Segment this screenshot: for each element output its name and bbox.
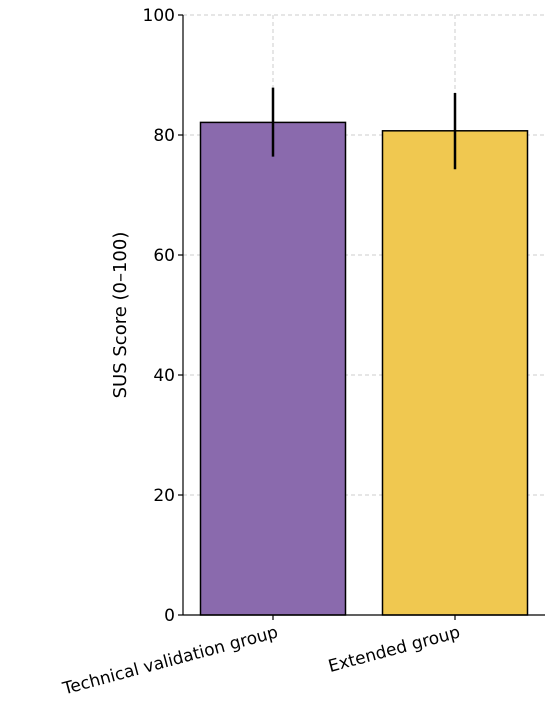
y-tick-label: 80 [153, 126, 175, 146]
y-tick-label: 100 [143, 6, 175, 26]
y-tick-label: 40 [153, 366, 175, 386]
bar [381, 130, 529, 616]
y-tick-label: 20 [153, 486, 175, 506]
bar [199, 121, 347, 616]
y-tick-label: 60 [153, 246, 175, 266]
y-tick-label: 0 [164, 606, 175, 626]
y-axis-label: SUS Score (0–100) [110, 232, 131, 399]
bars [199, 121, 529, 616]
error-bars [271, 87, 457, 170]
x-tick-label: Extended group [326, 623, 462, 677]
y-axis-ticks: 0 20 40 60 80 100 [143, 6, 183, 626]
x-axis-ticks: Technical validation group Extended group [60, 615, 462, 700]
x-tick-label: Technical validation group [60, 623, 281, 700]
axes [182, 15, 545, 616]
